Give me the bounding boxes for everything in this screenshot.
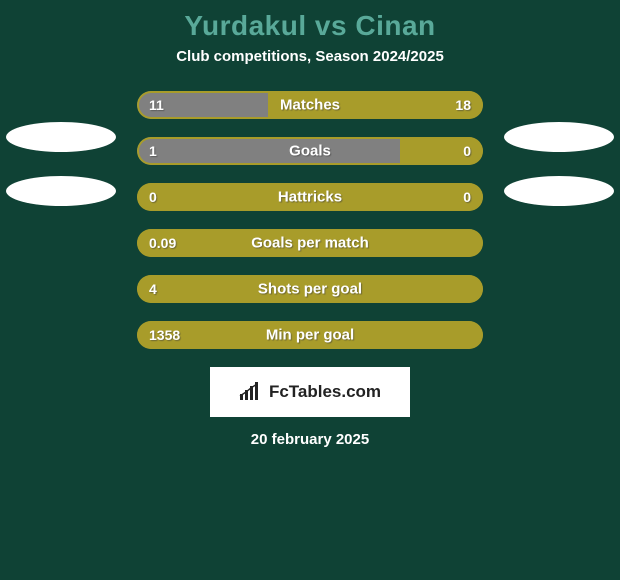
bar-right-segment: [268, 91, 483, 119]
player2-name: Cinan: [355, 10, 435, 41]
comparison-bar-row: Matches1118: [137, 91, 483, 119]
infographic-container: Yurdakul vs Cinan Club competitions, Sea…: [0, 0, 620, 580]
bar-left-segment: [137, 137, 400, 165]
bar-right-segment: [137, 229, 483, 257]
bar-left-segment: [137, 91, 268, 119]
comparison-bar-row: Shots per goal4: [137, 275, 483, 303]
logo-text: FcTables.com: [269, 382, 381, 402]
page-title: Yurdakul vs Cinan: [0, 0, 620, 42]
comparison-bar-row: Goals per match0.09: [137, 229, 483, 257]
player1-name: Yurdakul: [184, 10, 306, 41]
subtitle: Club competitions, Season 2024/2025: [0, 48, 620, 65]
decorative-ellipse: [504, 122, 614, 152]
comparison-bars: Matches1118 Goals10 Hattricks00 Goals per m…: [137, 91, 483, 349]
comparison-bar-row: Goals10: [137, 137, 483, 165]
decorative-ellipse: [504, 176, 614, 206]
bar-right-segment: [137, 321, 483, 349]
comparison-bar-row: Min per goal1358: [137, 321, 483, 349]
decorative-ellipse: [6, 176, 116, 206]
comparison-bar-row: Hattricks00: [137, 183, 483, 211]
bar-right-segment: [137, 275, 483, 303]
chart-icon: [239, 382, 263, 402]
decorative-ellipse: [6, 122, 116, 152]
logo-box: FcTables.com: [210, 367, 410, 417]
bar-right-segment: [400, 137, 483, 165]
bar-right-segment: [137, 183, 483, 211]
date-text: 20 february 2025: [0, 431, 620, 448]
vs-text: vs: [315, 10, 347, 41]
